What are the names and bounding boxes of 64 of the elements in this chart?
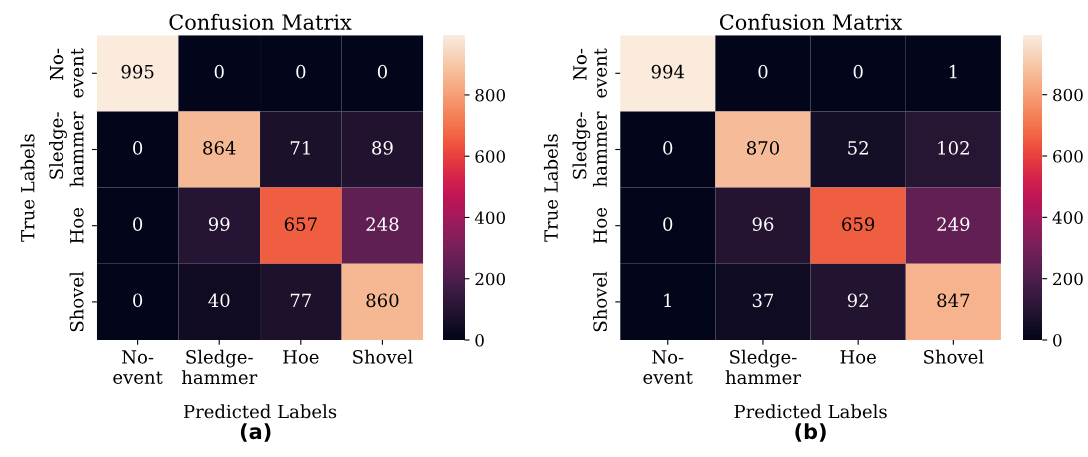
data-label: 847 [937, 293, 970, 308]
x-tick-label: Sledge- hammer [725, 349, 801, 385]
data-label: 0 [214, 64, 224, 79]
color-bar-label: 200 [1053, 272, 1083, 286]
data-label: 89 [372, 141, 393, 155]
x-tick-label: Hoe [283, 350, 319, 364]
data-label: 96 [752, 217, 774, 231]
y-tick-label: No- event [573, 48, 607, 98]
color-bar-label: 800 [475, 88, 505, 102]
data-label: 77 [290, 293, 312, 307]
color-bar-label: 200 [475, 272, 505, 286]
y-tick-label: Hoe [593, 207, 607, 244]
data-label: 248 [366, 217, 399, 231]
x-tick-label: Sledge- hammer [181, 349, 258, 385]
data-label: 249 [937, 217, 970, 231]
data-label: 0 [296, 64, 306, 79]
data-label: 860 [366, 293, 399, 308]
data-label: 0 [663, 217, 673, 231]
color-bar-label: 0 [475, 333, 484, 347]
data-label: 0 [377, 64, 387, 79]
x-tick-label: Shovel [353, 349, 413, 364]
x-tick-label: Shovel [924, 349, 984, 364]
data-label: 0 [133, 293, 143, 308]
color-bar-label: 600 [1053, 149, 1083, 163]
y-tick-label: No- event [49, 48, 84, 98]
data-label: 1 [664, 293, 671, 307]
data-label: 99 [208, 217, 230, 231]
color-bar-label: 400 [1052, 211, 1083, 224]
y-axis-title: True Labels [543, 134, 558, 242]
data-label: 37 [752, 293, 774, 308]
data-label: 0 [133, 141, 143, 155]
data-label: 994 [651, 64, 685, 79]
color-bar-label: 0 [1053, 333, 1062, 347]
color-bar-label: 800 [1053, 88, 1083, 102]
data-label: 870 [746, 141, 779, 155]
y-axis-title: True Labels [20, 134, 35, 242]
chart-title: Confusion Matrix [720, 13, 903, 30]
data-label: 102 [938, 141, 969, 155]
data-label: 0 [758, 64, 768, 79]
data-label: 657 [284, 217, 317, 231]
x-axis-title: Predicted Labels [183, 404, 337, 419]
data-label: 1 [949, 64, 957, 79]
y-tick-label: Sledge- hammer [49, 111, 84, 187]
data-label: 40 [208, 293, 230, 308]
data-label: 864 [203, 141, 236, 155]
y-tick-label: Hoe [70, 207, 84, 244]
y-tick-label: Sledge- hammer [572, 111, 607, 187]
data-label: 995 [121, 64, 154, 79]
data-label: 0 [853, 64, 863, 79]
data-label: 52 [848, 141, 868, 155]
x-tick-label: No- event [113, 350, 163, 384]
data-label: 0 [663, 141, 673, 155]
data-label: 92 [847, 293, 868, 308]
x-tick-label: No- event [643, 350, 693, 384]
text: (b) [795, 423, 826, 442]
data-label: 659 [842, 217, 875, 231]
x-axis-title: Predicted Labels [734, 404, 887, 419]
text: (a) [240, 423, 271, 442]
chart-title: Confusion Matrix [169, 13, 352, 30]
data-label: 71 [290, 141, 310, 155]
x-tick-label: Hoe [840, 350, 876, 364]
data-label: 0 [133, 217, 143, 231]
color-bar-label: 600 [475, 150, 505, 163]
color-bar-label: 400 [474, 211, 505, 225]
